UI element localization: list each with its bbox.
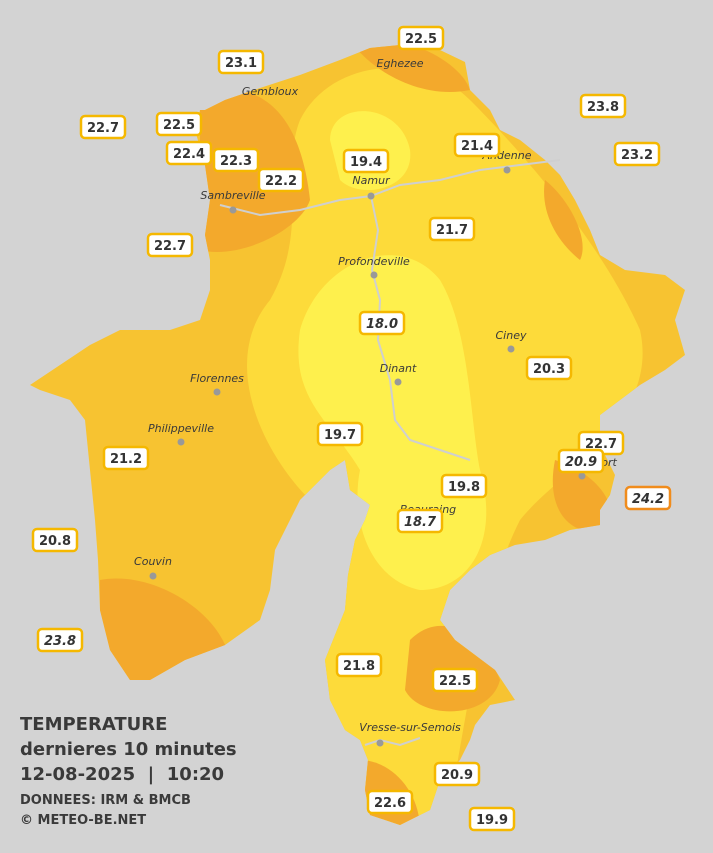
- temp-label: 23.1: [225, 56, 257, 71]
- temp-box: [36, 627, 84, 653]
- temp-label: 21.8: [343, 659, 375, 674]
- temp-label: 19.4: [350, 155, 382, 170]
- city-name: Vresse-sur-Semois: [359, 721, 461, 734]
- temp-box: [397, 25, 445, 51]
- temp-label: 21.4: [461, 139, 493, 154]
- temp-box: [613, 141, 661, 167]
- city-name: Sambreville: [200, 189, 265, 202]
- temp-box: [440, 473, 488, 499]
- temp-box: [165, 140, 213, 166]
- temp-box: [366, 789, 414, 815]
- temp-box: [257, 167, 305, 193]
- legend-datetime: 12-08-2025 | 10:20: [20, 764, 224, 785]
- temp-label: 22.7: [585, 437, 617, 452]
- temp-box: [79, 114, 127, 140]
- city-dot: [370, 271, 378, 279]
- city-name: Dinant: [380, 362, 417, 375]
- city-dot: [149, 572, 157, 580]
- temp-label: 20.3: [533, 362, 565, 377]
- temp-label: 22.2: [265, 174, 297, 189]
- zone-warm: [30, 200, 122, 344]
- city-name: Couvin: [134, 555, 172, 568]
- temp-label: 20.9: [441, 768, 473, 783]
- city-dot: [394, 378, 402, 386]
- city-name: Namur: [352, 174, 391, 187]
- city-name: Profondeville: [338, 255, 410, 268]
- temp-label: 22.5: [439, 674, 471, 689]
- zone-warm: [544, 180, 583, 260]
- temp-label: 20.8: [39, 534, 71, 549]
- legend-title: TEMPERATURE: [20, 714, 167, 735]
- temp-box: [31, 527, 79, 553]
- city-dot: [213, 388, 221, 396]
- temp-label: 23.2: [621, 148, 653, 163]
- temp-box: [431, 667, 479, 693]
- temp-label: 18.7: [404, 515, 437, 530]
- temp-label: 22.3: [220, 154, 252, 169]
- temp-box: [453, 132, 501, 158]
- temp-box: [624, 485, 672, 511]
- temp-box: [342, 148, 390, 174]
- temp-box: [217, 49, 265, 75]
- city-dot: [367, 192, 375, 200]
- temp-box: [146, 232, 194, 258]
- temp-box: [396, 508, 444, 534]
- city-dot: [229, 206, 237, 214]
- temp-label: 23.8: [587, 100, 619, 115]
- city-dot: [578, 472, 586, 480]
- temp-label: 18.0: [366, 317, 398, 332]
- temp-label: 22.6: [374, 796, 406, 811]
- city-dot: [503, 166, 511, 174]
- city-name: Gembloux: [242, 85, 299, 98]
- zone-cool: [298, 255, 487, 590]
- temp-label: 22.5: [405, 32, 437, 47]
- river: [364, 737, 421, 747]
- temp-box: [358, 310, 406, 336]
- temp-box: [155, 111, 203, 137]
- city-name: Ciney: [496, 329, 527, 342]
- city-dot: [376, 739, 384, 747]
- city-name: Florennes: [190, 372, 244, 385]
- temp-box: [335, 652, 383, 678]
- zone-warm: [552, 460, 612, 532]
- temp-label: 22.7: [154, 239, 186, 254]
- temp-label: 22.5: [163, 118, 195, 133]
- city-name: Philippeville: [148, 422, 214, 435]
- temp-box: [102, 445, 150, 471]
- legend-subtitle: dernieres 10 minutes: [20, 739, 237, 760]
- temp-label: 19.7: [324, 428, 356, 443]
- temp-box: [428, 216, 476, 242]
- zone-warm: [350, 45, 470, 92]
- temp-label: 21.2: [110, 452, 142, 467]
- temp-box: [525, 355, 573, 381]
- temp-label: 23.8: [44, 634, 76, 649]
- legend-source: DONNEES: IRM & BMCB: [20, 793, 191, 808]
- temp-label: 20.9: [565, 455, 597, 470]
- city-name: Eghezee: [377, 57, 424, 70]
- legend-credit: © METEO-BE.NET: [20, 813, 146, 828]
- temp-box: [468, 806, 516, 832]
- temp-box: [212, 147, 260, 173]
- temp-box: [557, 448, 605, 474]
- temp-box: [433, 761, 481, 787]
- temp-label: 19.9: [476, 813, 508, 828]
- temp-label: 24.2: [632, 492, 664, 507]
- city-dot: [177, 438, 185, 446]
- city-dot: [507, 345, 515, 353]
- temp-label: 21.7: [436, 223, 468, 238]
- river: [370, 195, 471, 461]
- temp-box: [579, 93, 627, 119]
- river: [219, 159, 561, 217]
- temp-label: 22.4: [173, 147, 205, 162]
- temp-box: [316, 421, 364, 447]
- temp-label: 22.7: [87, 121, 119, 136]
- temp-label: 19.8: [448, 480, 480, 495]
